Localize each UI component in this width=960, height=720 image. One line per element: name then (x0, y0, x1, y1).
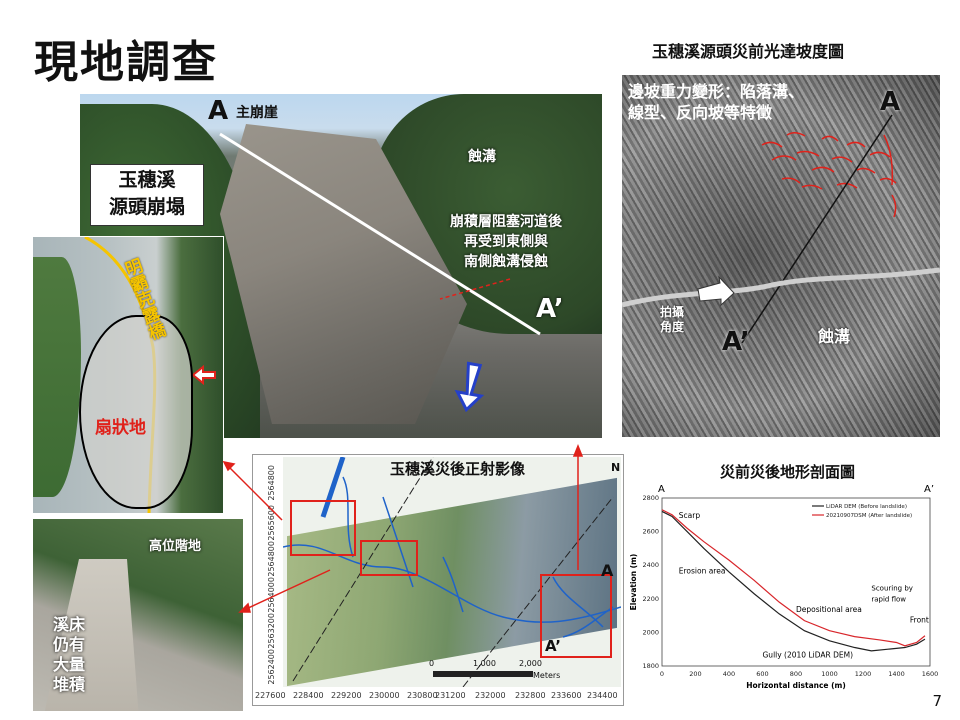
x-tick: 232800 (515, 691, 546, 700)
x-tick: 231200 (435, 691, 466, 700)
source-landslide-callout: 玉穗溪 源頭崩塌 (90, 164, 204, 226)
fan-outline (79, 315, 193, 509)
profile-left-end: A (658, 484, 665, 495)
y-tick-label: 2200 (642, 595, 659, 603)
scale-unit: Meters (533, 671, 561, 680)
x-tick-label: 1000 (821, 670, 838, 678)
annotation-scarp: Scarp (679, 511, 701, 520)
y-tick-label: 2400 (642, 561, 659, 569)
annotation-gully: Gully (2010 LiDAR DEM) (763, 651, 854, 660)
x-tick: 229200 (331, 691, 362, 700)
series-line-0 (661, 510, 926, 652)
y-tick-label: 2000 (642, 628, 659, 636)
legend-label-1: 20210907DSM (After landslide) (826, 513, 912, 519)
lidar-slope-map: 邊坡重力變形：陷落溝、 線型、反向坡等特徵 A A’ 拍攝 角度 蝕溝 (622, 75, 940, 437)
lidar-overlay (622, 114, 940, 344)
x-tick: 230800 (407, 691, 438, 700)
lidar-point-a-prime: A’ (722, 327, 750, 357)
riverbed-note: 溪床 仍有 大量 堆積 (53, 615, 86, 694)
aerial-landslide-photo: A 主崩崖 蝕溝 崩積層阻塞河道後 再受到東側與 南側蝕溝侵蝕 A’ (80, 94, 602, 438)
point-a-prime-label: A’ (536, 294, 564, 324)
ortho-image-area: N A A’ 0 1,000 2,000 Meters (283, 457, 621, 687)
ortho-point-a-prime: A’ (545, 637, 561, 655)
main-scarp-label: 主崩崖 (236, 105, 278, 121)
terrace-label: 高位階地 (149, 539, 202, 554)
x-axis-label: Horizontal distance (m) (746, 681, 846, 690)
north-arrow-label: N (611, 461, 621, 474)
annotation-scouring: Scouring by (871, 584, 913, 592)
x-tick: 228400 (293, 691, 324, 700)
scale-label-1000: 1,000 (473, 659, 496, 668)
x-tick-label: 1600 (922, 670, 939, 678)
ortho-map-title: 玉穗溪災後正射影像 (390, 460, 526, 478)
page-number: 7 (932, 692, 942, 710)
profile-chart: 0 200 400 600 800 1000 1200 1400 1600 1800 2000 220… (629, 484, 939, 690)
riverbed-photo: 高位階地 溪床 仍有 大量 堆積 (32, 518, 244, 712)
gully-label: 蝕溝 (468, 149, 496, 165)
y-axis-label: Elevation (m) (629, 554, 638, 611)
plot-frame (661, 497, 931, 667)
annotation-deposition: Depositional area (796, 605, 862, 614)
red-feature-lines (761, 132, 897, 218)
x-tick: 230000 (369, 691, 400, 700)
ortho-image-map: N A A’ 0 1,000 2,000 Meters 227600 22840… (252, 454, 624, 706)
x-tick-label: 1400 (888, 670, 905, 678)
y-tick-label: 2600 (642, 528, 659, 536)
camera-angle-label: 拍攝 角度 (660, 305, 685, 334)
profile-line-overlay (219, 132, 541, 413)
scale-label-2000: 2,000 (519, 659, 542, 668)
annotation-front: Front (910, 615, 929, 624)
x-tick-label: 800 (790, 670, 802, 678)
ortho-point-a: A (601, 561, 614, 580)
blockage-note: 崩積層阻塞河道後 再受到東側與 南側蝕溝侵蝕 (450, 214, 562, 270)
x-tick: 227600 (255, 691, 286, 700)
stream-network (283, 457, 621, 687)
x-tick-label: 0 (660, 670, 664, 678)
x-tick-label: 200 (689, 670, 701, 678)
x-tick: 232000 (475, 691, 506, 700)
slide-title: 現地調查 (34, 37, 218, 88)
profile-chart-title: 災前災後地形剖面圖 (720, 463, 856, 481)
x-tick-label: 600 (756, 670, 768, 678)
lidar-map-title: 玉穗溪源頭災前光達坡度圖 (652, 42, 845, 61)
series-line-1 (661, 509, 926, 647)
x-tick-label: 400 (723, 670, 735, 678)
y-tick-label: 1800 (642, 662, 659, 670)
lidar-gully-label: 蝕溝 (818, 327, 851, 346)
alluvial-fan-photo: 明霸克露橋 扇狀地 (32, 236, 224, 514)
gravity-deformation-note: 邊坡重力變形：陷落溝、 線型、反向坡等特徵 (628, 82, 805, 122)
x-tick: 234400 (587, 691, 618, 700)
scale-bar (433, 671, 533, 677)
hillshade-texture (622, 75, 940, 437)
annotation-scouring-2: rapid flow (871, 595, 906, 603)
x-tick-label: 1200 (855, 670, 872, 678)
annotation-erosion: Erosion area (679, 567, 726, 576)
lidar-point-a: A (880, 87, 901, 117)
y-tick-label: 2800 (642, 494, 659, 502)
point-a-label: A (208, 96, 229, 126)
profile-right-end: A’ (924, 484, 934, 495)
legend-label-0: LiDAR DEM (Before landslide) (826, 504, 907, 510)
x-tick: 233600 (551, 691, 582, 700)
scale-label-0: 0 (429, 659, 435, 668)
fan-label: 扇狀地 (95, 418, 146, 438)
